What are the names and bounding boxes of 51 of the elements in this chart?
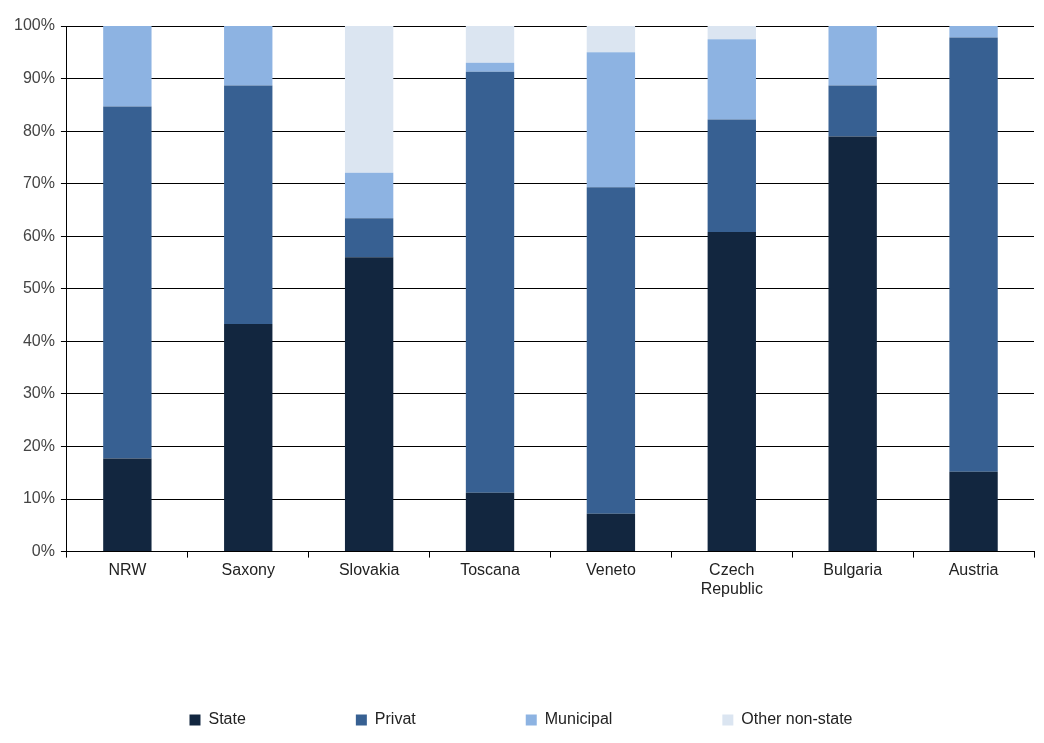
bar bbox=[224, 85, 273, 325]
bar bbox=[707, 232, 756, 552]
bar bbox=[586, 513, 636, 552]
y-tick-label: 50% bbox=[22, 279, 55, 297]
legend-label: Other non-state bbox=[741, 710, 853, 728]
y-tick-label: 10% bbox=[22, 489, 55, 507]
bar bbox=[103, 106, 152, 459]
bar bbox=[103, 26, 152, 107]
bar bbox=[224, 324, 273, 552]
x-tick-label: Slovakia bbox=[338, 560, 400, 578]
bar bbox=[103, 458, 152, 552]
bar bbox=[465, 492, 515, 552]
bar bbox=[344, 257, 394, 552]
y-tick-label: 80% bbox=[22, 121, 55, 139]
bar bbox=[344, 26, 394, 173]
bar bbox=[586, 187, 636, 514]
bar bbox=[707, 119, 756, 233]
bar bbox=[465, 26, 515, 63]
x-tick-label: Bulgaria bbox=[823, 560, 883, 578]
bar bbox=[949, 471, 998, 552]
x-tick-label: Czech Republic bbox=[700, 560, 763, 597]
legend-label: State bbox=[208, 710, 246, 728]
y-tick-label: 90% bbox=[22, 68, 55, 86]
y-tick-label: 70% bbox=[22, 174, 55, 192]
y-tick-label: 0% bbox=[31, 542, 55, 560]
bar bbox=[344, 218, 394, 258]
y-tick-label: 20% bbox=[22, 436, 55, 454]
bar bbox=[224, 26, 273, 86]
y-tick-label: 30% bbox=[22, 384, 55, 402]
bar bbox=[465, 71, 515, 493]
x-tick-label: Toscana bbox=[460, 560, 520, 578]
bar bbox=[586, 26, 636, 53]
x-tick-label: Saxony bbox=[221, 560, 275, 578]
x-tick-label: Austria bbox=[948, 560, 999, 578]
y-tick-label: 60% bbox=[22, 226, 55, 244]
bar bbox=[949, 26, 998, 38]
legend-label: Municipal bbox=[544, 710, 613, 728]
legend-label: Privat bbox=[374, 710, 417, 728]
bar bbox=[586, 52, 636, 188]
bar bbox=[828, 136, 877, 552]
bar bbox=[707, 26, 756, 40]
bar bbox=[828, 26, 877, 86]
bar bbox=[344, 172, 394, 219]
y-tick-label: 40% bbox=[22, 331, 55, 349]
bar bbox=[465, 62, 515, 72]
bar bbox=[828, 85, 877, 137]
x-tick-label: Veneto bbox=[585, 560, 636, 578]
bar bbox=[707, 39, 756, 120]
x-tick-label: NRW bbox=[108, 560, 148, 578]
y-tick-label: 100% bbox=[14, 16, 55, 34]
bar bbox=[949, 37, 998, 472]
